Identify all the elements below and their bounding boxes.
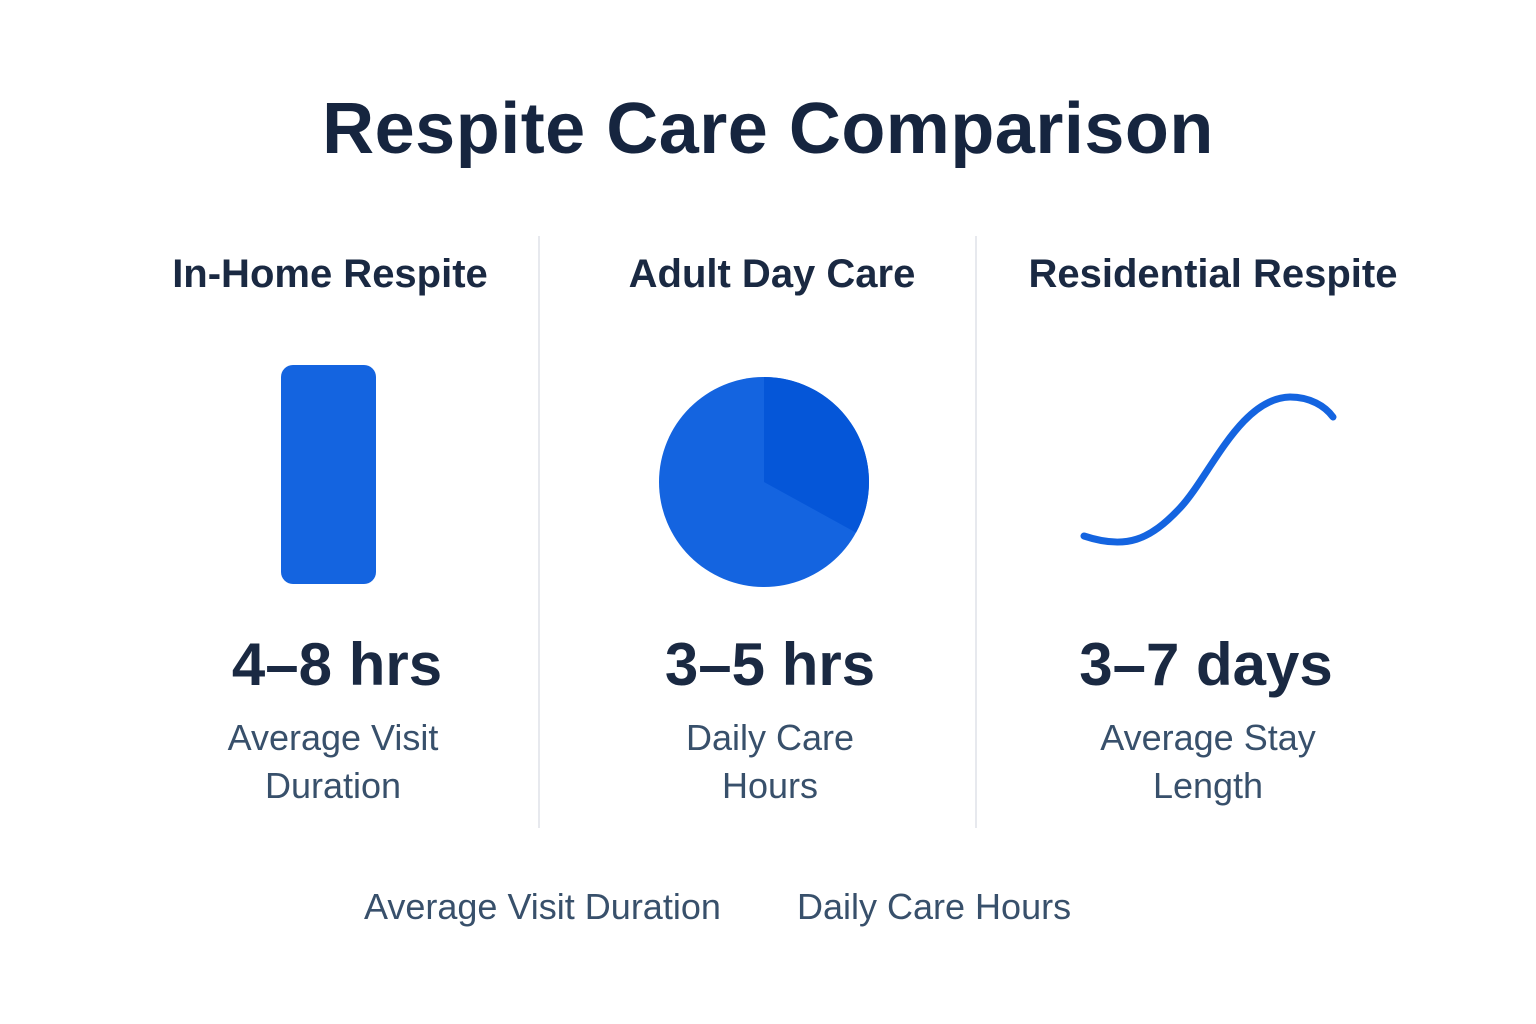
column-title-in-home: In-Home Respite [172,252,488,296]
legend-item-average-visit-duration: Average Visit Duration [364,886,721,927]
description-in-home: Average Visit Duration [227,717,439,806]
pie-slice-highlight [764,377,869,533]
legend-item-daily-care-hours: Daily Care Hours [797,886,1072,927]
column-title-adult-day-care: Adult Day Care [628,252,916,296]
column-divider-1 [538,236,540,828]
chart-title: Respite Care Comparison [322,89,1214,169]
column-divider-2 [975,236,977,828]
metric-in-home: 4–8 hrs [231,631,443,698]
description-adult-day-care: Daily Care Hours [685,717,855,806]
column-title-residential: Residential Respite [1028,252,1398,296]
bar-icon [281,365,376,584]
description-residential: Average Stay Length [1100,717,1316,806]
metric-adult-day-care: 3–5 hrs [664,631,876,698]
line-icon [1080,393,1337,546]
pie-icon [659,377,869,587]
metric-residential: 3–7 days [1079,631,1333,698]
